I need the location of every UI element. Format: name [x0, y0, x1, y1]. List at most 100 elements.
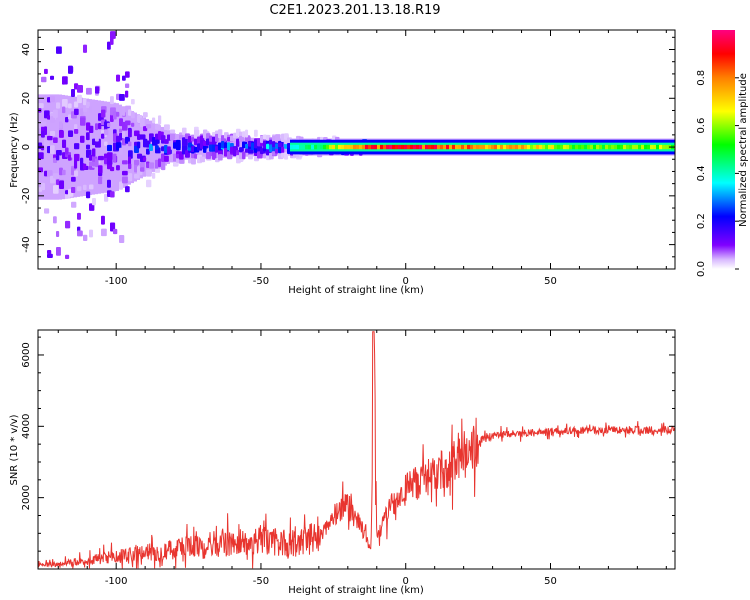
spectrogram-cell [119, 128, 123, 133]
spectrogram-cell [188, 142, 192, 148]
spectrogram-cell [65, 220, 71, 229]
spectrogram-cell [122, 170, 128, 176]
spectrogram-cell [149, 162, 155, 169]
spectrogram-ridge-cell [473, 144, 476, 150]
spectrogram-cell [98, 165, 103, 174]
spectrogram-ridge-cell [596, 144, 599, 150]
spectrogram-ridge-cell [548, 144, 551, 150]
spectrogram-cell [116, 165, 120, 171]
spectrogram-ytick-label: 0 [21, 144, 32, 150]
snr-xtick-label: -50 [253, 576, 269, 587]
spectrogram-cell [53, 216, 57, 224]
spectrogram-cell [86, 87, 92, 95]
snr-ytick-label: 6000 [21, 342, 32, 367]
spectrogram-haze-cell [239, 137, 242, 157]
spectrogram-cell [203, 146, 207, 153]
spectrogram-ridge-cell [542, 144, 545, 150]
spectrogram-ridge-cell [362, 144, 365, 150]
spectrogram-ridge-cell [416, 144, 419, 150]
snr-xlabel: Height of straight line (km) [288, 585, 424, 596]
spectrogram-cell [89, 154, 93, 161]
spectrogram-cell [59, 167, 63, 176]
spectrogram-ridge-cell [308, 144, 311, 150]
colorbar-tick-label: 0.6 [696, 118, 707, 134]
spectrogram-cell [74, 108, 79, 116]
spectrogram-ridge-cell [356, 144, 359, 150]
spectrogram-ridge-cell [647, 144, 650, 150]
spectrogram-cell [62, 106, 66, 114]
spectrogram-ridge-cell [485, 144, 488, 150]
spectrogram-panel: -100 -50 0 50 -40 -20 0 20 40 Height of straight… [9, 29, 676, 296]
spectrogram-cell [74, 153, 80, 162]
spectrogram-haze-cell [89, 99, 92, 196]
spectrogram-cell [128, 141, 132, 147]
spectrogram-ridge-cell [293, 144, 296, 150]
spectrogram-ridge-cell [566, 144, 569, 150]
spectrogram-cell [71, 186, 76, 194]
spectrogram-cell [113, 111, 117, 120]
spectrogram-cell [125, 136, 130, 143]
spectrogram-ridge-cell [536, 144, 539, 150]
spectrogram-cell [125, 71, 130, 78]
spectrogram-cell [128, 128, 132, 138]
spectrogram-ytick-label: 20 [21, 92, 32, 105]
spectrogram-cell [152, 117, 156, 124]
spectrogram-cell [125, 83, 130, 89]
spectrogram-ridge-cell [620, 144, 623, 150]
spectrogram-cell [56, 149, 62, 156]
spectrogram-cell [161, 161, 166, 171]
spectrogram-cell [131, 111, 135, 119]
spectrogram-cell [80, 135, 85, 143]
spectrogram-cell [65, 147, 69, 155]
spectrogram-cell [182, 137, 188, 147]
spectrogram-ridge-cell [524, 144, 527, 150]
spectrogram-ridge-cell [572, 144, 575, 150]
spectrogram-cell [218, 129, 223, 138]
spectrogram-cell [260, 135, 264, 143]
spectrogram-cell [152, 172, 156, 179]
spectrogram-ridge-cell [347, 144, 350, 150]
spectrogram-ridge-cell [425, 144, 428, 150]
spectrogram-ridge-cell [626, 144, 629, 150]
spectrogram-cell [47, 253, 53, 258]
spectrogram-cell [59, 180, 65, 190]
spectrogram-ridge-cell [494, 144, 497, 150]
spectrogram-ridge-cell [515, 144, 518, 150]
spectrogram-cell [110, 31, 116, 39]
spectrogram-cell [95, 123, 99, 131]
spectrogram-ridge-cell [554, 144, 557, 150]
spectrogram-cell [53, 173, 59, 179]
spectrogram-ridge-cell [602, 144, 605, 150]
spectrogram-cell [146, 124, 152, 129]
spectrogram-cell [44, 170, 48, 177]
spectrogram-cell [167, 146, 171, 155]
spectrogram-cell [218, 154, 223, 161]
spectrogram-ridge-cell [500, 144, 503, 150]
spectrogram-ridge-cell [329, 144, 332, 150]
spectrogram-cell [65, 117, 69, 123]
colorbar-label: Normalized spectral amplitude [738, 73, 749, 227]
spectrogram-haze-cell [104, 101, 107, 193]
spectrogram-cell [230, 146, 234, 154]
spectrogram-ridge-cell [641, 144, 644, 150]
spectrogram-cell [122, 107, 126, 116]
spectrogram-ridge-cell [617, 144, 620, 150]
spectrogram-ridge-cell [509, 144, 512, 150]
spectrogram-ridge-cell [434, 144, 437, 150]
spectrogram-cell [155, 168, 161, 173]
colorbar-tick-label: 0.4 [696, 165, 707, 181]
spectrogram-cell [65, 254, 70, 259]
spectrogram-haze-cell [158, 125, 161, 169]
spectrogram-cell [38, 152, 44, 160]
spectrogram-haze-cell [128, 109, 131, 185]
spectrogram-ridge-cell [398, 144, 401, 150]
spectrogram-cell [122, 131, 126, 139]
spectrogram-heatmap [38, 31, 675, 259]
spectrogram-ridge-cell [638, 144, 641, 150]
spectrogram-ridge-cell [341, 144, 344, 150]
spectrogram-cell [44, 126, 48, 135]
spectrogram-cell [131, 122, 135, 127]
spectrogram-ridge-cell [539, 144, 542, 150]
spectrogram-cell [155, 139, 160, 144]
spectrogram-cell [95, 86, 100, 94]
